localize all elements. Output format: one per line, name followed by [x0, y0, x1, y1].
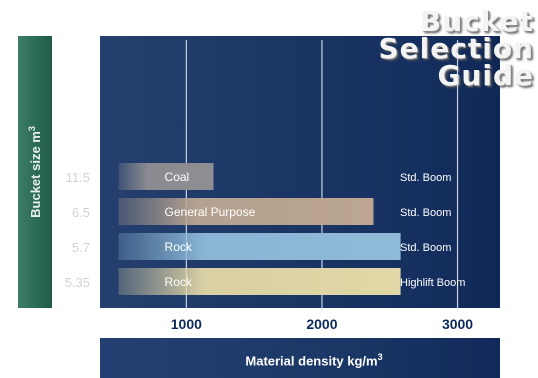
bar-4	[118, 268, 401, 295]
bar-3	[118, 233, 401, 260]
title-line-3: Guide	[437, 59, 534, 92]
boom-label: Std. Boom	[400, 172, 451, 184]
bar-1	[118, 163, 214, 190]
x-axis-label-exponent: 3	[377, 352, 383, 362]
x-axis-label: Material density kg/m3	[245, 352, 382, 368]
bucket-size-label: 5.7	[72, 240, 90, 255]
chart-title: Bucket Selection Guide	[378, 5, 535, 92]
title-line-1: Bucket	[419, 5, 534, 38]
boom-label: Highlift Boom	[400, 277, 465, 289]
title-line-2: Selection	[378, 32, 534, 65]
bar-label: Coal	[165, 170, 190, 184]
axis-label-panel	[100, 338, 500, 378]
bucket-size-label: 11.5	[66, 170, 90, 185]
boom-label: Std. Boom	[400, 242, 451, 254]
bar-label: General Purpose	[165, 205, 256, 219]
boom-label: Std. Boom	[400, 207, 451, 219]
bar-label: Rock	[165, 240, 193, 254]
bucket-size-label: 6.5	[72, 205, 90, 220]
x-tick-label: 1000	[171, 316, 202, 332]
y-axis-band	[18, 36, 52, 308]
bucket-size-label: 5.35	[65, 275, 90, 290]
x-tick-label: 3000	[442, 316, 473, 332]
bar-2	[118, 198, 374, 225]
bar-label: Rock	[165, 275, 193, 289]
x-tick-label: 2000	[306, 316, 337, 332]
x-axis-label-text: Material density kg/m	[245, 353, 378, 369]
